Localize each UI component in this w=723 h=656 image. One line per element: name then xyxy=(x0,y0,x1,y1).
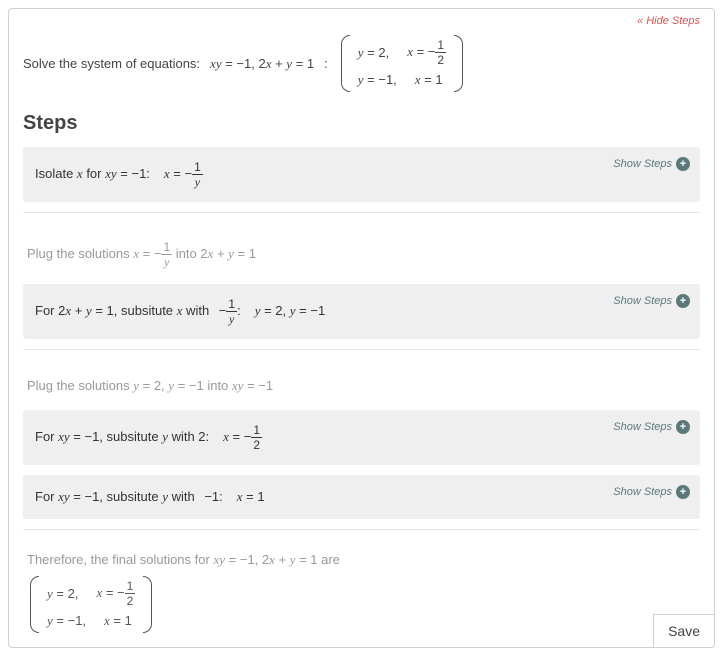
solution-row-1: y = 2, x = −12 xyxy=(358,39,446,66)
solution-matrix: y = 2, x = −12 y = −1, x = 1 xyxy=(338,35,466,92)
plus-icon: + xyxy=(676,420,690,434)
divider xyxy=(23,529,700,530)
problem-prefix: Solve the system of equations: xyxy=(23,56,200,71)
show-steps-label: Show Steps xyxy=(613,158,672,170)
step-5: For xy = −1, subsitute y with 2:x = −12 … xyxy=(23,410,700,465)
step-6: For xy = −1, subsitute y with −1:x = 1 S… xyxy=(23,475,700,519)
solution-row-2: y = −1, x = 1 xyxy=(358,72,446,88)
show-steps-link[interactable]: Show Steps + xyxy=(613,157,690,171)
problem-equations: xy = −1, 2x + y = 1 xyxy=(210,56,314,72)
divider xyxy=(23,349,700,350)
save-button[interactable]: Save xyxy=(653,614,715,648)
step-6-text: For xy = −1, subsitute y with −1:x = 1 xyxy=(35,489,265,505)
step-2-text: Plug the solutions x = −1y into 2x + y =… xyxy=(27,241,256,268)
divider xyxy=(23,212,700,213)
step-1-text: Isolate x for xy = −1:x = −1y xyxy=(35,161,203,188)
step-3-text: For 2x + y = 1, subsitute x with −1y:y =… xyxy=(35,298,325,325)
show-steps-link[interactable]: Show Steps + xyxy=(613,485,690,499)
hide-steps-link[interactable]: « Hide Steps xyxy=(637,15,700,27)
plus-icon: + xyxy=(676,485,690,499)
solution-card: « Hide Steps Solve the system of equatio… xyxy=(8,8,715,648)
step-3: For 2x + y = 1, subsitute x with −1y:y =… xyxy=(23,284,700,339)
step-5-text: For xy = −1, subsitute y with 2:x = −12 xyxy=(35,424,262,451)
colon-separator: : xyxy=(324,56,328,71)
final-matrix: y = 2, x = −12 y = −1, x = 1 xyxy=(27,576,155,633)
final-text: Therefore, the final solutions for xy = … xyxy=(27,552,696,568)
plus-icon: + xyxy=(676,294,690,308)
steps-heading: Steps xyxy=(23,112,700,135)
final-row-2: y = −1, x = 1 xyxy=(47,613,135,629)
show-steps-link[interactable]: Show Steps + xyxy=(613,294,690,308)
final-solution: Therefore, the final solutions for xy = … xyxy=(23,542,700,633)
show-steps-link[interactable]: Show Steps + xyxy=(613,420,690,434)
step-1: Isolate x for xy = −1:x = −1y Show Steps… xyxy=(23,147,700,202)
step-4-text: Plug the solutions y = 2, y = −1 into xy… xyxy=(27,378,273,394)
step-4: Plug the solutions y = 2, y = −1 into xy… xyxy=(23,362,700,410)
show-steps-label: Show Steps xyxy=(613,486,672,498)
problem-statement: Solve the system of equations: xy = −1, … xyxy=(23,35,700,92)
final-row-1: y = 2, x = −12 xyxy=(47,580,135,607)
step-2: Plug the solutions x = −1y into 2x + y =… xyxy=(23,225,700,284)
show-steps-label: Show Steps xyxy=(613,421,672,433)
plus-icon: + xyxy=(676,157,690,171)
show-steps-label: Show Steps xyxy=(613,295,672,307)
